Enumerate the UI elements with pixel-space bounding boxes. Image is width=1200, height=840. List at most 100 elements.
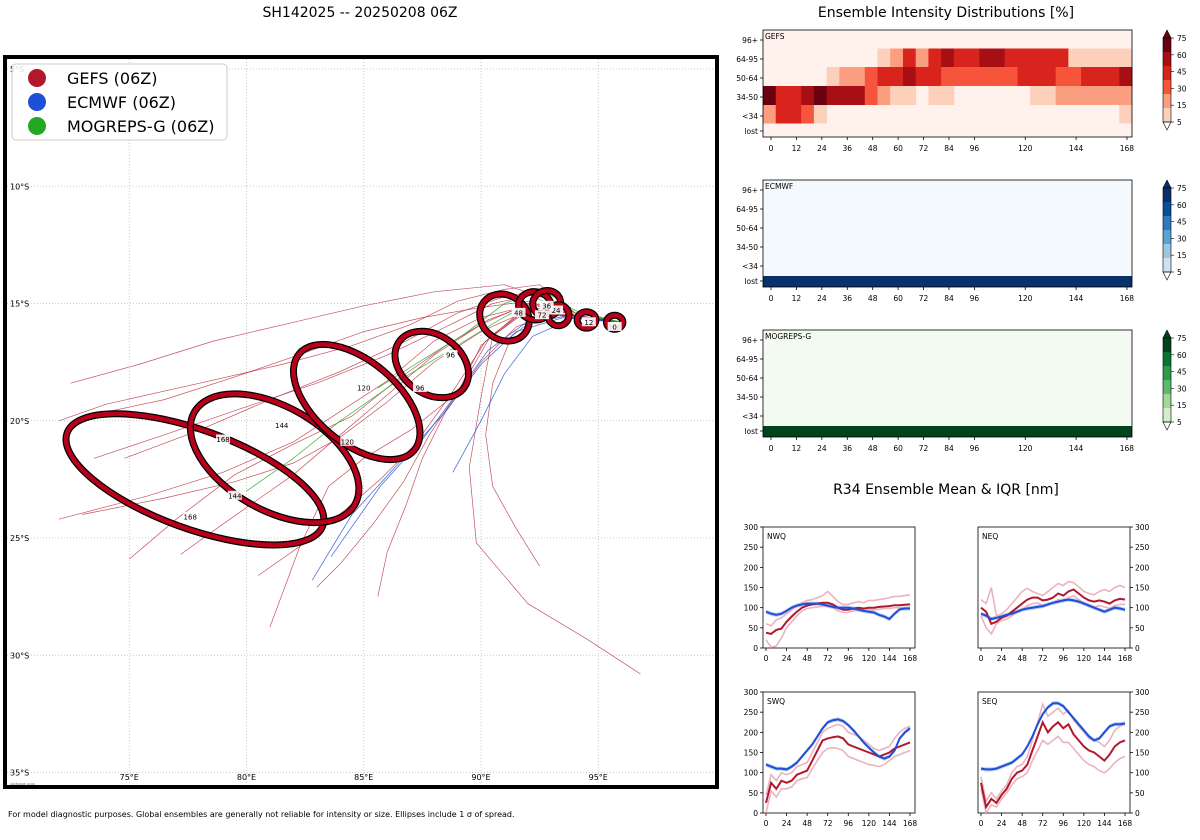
r34-x-label: 24 (997, 819, 1007, 828)
colorbar-tick-label: 5 (1177, 118, 1182, 127)
r34-y-label: 300 (1135, 688, 1150, 697)
heatmap-x-label: 144 (1069, 444, 1084, 453)
map-lat-tick-label: 30°S (10, 651, 29, 660)
colorbar-frame (1162, 187, 1172, 273)
heatmap-lost-row (763, 426, 1132, 437)
gefs-q3-line (765, 723, 911, 796)
heatmap-cell (928, 67, 942, 86)
r34-y-label: 150 (744, 584, 759, 593)
heatmap-cell (1055, 86, 1069, 105)
heatmap-cell (775, 86, 789, 105)
heatmap-cell (902, 48, 917, 68)
r34-panel-label: NEQ (982, 532, 998, 541)
heatmap-cell (1030, 67, 1044, 86)
heatmap-y-label: lost (744, 127, 758, 136)
map-title: SH142025 -- 20250208 06Z (263, 5, 458, 21)
r34-x-label: 72 (1038, 819, 1048, 828)
heatmap-cell (928, 86, 942, 105)
ellipse-label-bg (549, 305, 564, 315)
ellipse-hour-label: 96 (416, 384, 425, 392)
heatmap-cell (992, 48, 1006, 68)
heatmap-cell (941, 48, 955, 68)
r34-x-label: 72 (823, 819, 833, 828)
ecmwf-mean-line (765, 602, 910, 621)
heatmap-x-label: 24 (817, 144, 827, 153)
ellipse-hour-label: 48 (514, 309, 523, 317)
heatmap-x-label: 120 (1018, 294, 1033, 303)
heatmap-y-label: 50-64 (736, 74, 758, 83)
forecast-ellipse (63, 411, 327, 548)
heatmap-cell (1119, 105, 1133, 124)
map-lat-tick-label: 35°S (10, 769, 29, 778)
heatmap-cell (826, 67, 840, 86)
r34-y-label: 150 (1135, 584, 1150, 593)
map-lat-tick-label: 10°S (10, 182, 29, 191)
heatmap-frame (762, 179, 1133, 288)
heatmap-cell (877, 86, 891, 105)
heatmap-y-label: 50-64 (736, 374, 758, 383)
legend-marker-ecmwf (28, 93, 46, 111)
heatmap-cell (1081, 48, 1095, 68)
heatmap-y-label: 64-95 (736, 355, 758, 364)
r34-x-label: 0 (764, 819, 769, 828)
ellipse-label-bg (227, 490, 242, 500)
colorbar-segment (1163, 244, 1171, 259)
r34-y-label: 50 (748, 624, 758, 633)
heatmap-cell (852, 86, 866, 105)
ellipse-hour-label: 96 (446, 352, 455, 360)
ellipse-hour-label: 24 (552, 307, 561, 315)
r34-x-label: 168 (1118, 654, 1133, 663)
r34-y-label: 250 (1135, 543, 1150, 552)
r34-x-label: 0 (979, 654, 984, 663)
ellipse-label-bg (443, 350, 458, 360)
colorbar-tick-label: 45 (1177, 218, 1187, 227)
r34-y-label: 200 (1135, 728, 1150, 737)
heatmap-cell (902, 67, 917, 86)
heatmap-cell (1068, 67, 1082, 86)
ellipse-label-bg (607, 321, 622, 331)
heatmap-cell (1106, 48, 1120, 68)
heatmap-cell (979, 67, 993, 86)
heatmap-x-label: 144 (1069, 144, 1084, 153)
r34-x-label: 144 (882, 819, 897, 828)
r34-y-label: 0 (1135, 644, 1140, 653)
legend-label-ecmwf: ECMWF (06Z) (67, 93, 176, 112)
heatmap-cell (1055, 67, 1069, 86)
gefs-q1-line (765, 746, 911, 814)
r34-title: R34 Ensemble Mean & IQR [nm] (833, 482, 1059, 498)
r34-x-label: 96 (1059, 819, 1069, 828)
map-lat-tick-label: 20°S (10, 417, 29, 426)
r34-x-label: 72 (1038, 654, 1048, 663)
r34-y-label: 300 (744, 523, 759, 532)
heatmap-y-label: 96+ (742, 186, 758, 195)
forecast-ellipse (291, 342, 423, 462)
r34-y-label: 0 (753, 644, 758, 653)
heatmap-cell (966, 67, 980, 86)
colorbar-segment (1163, 94, 1171, 109)
colorbar-segment (1163, 258, 1171, 273)
heatmap-cell (864, 86, 878, 105)
r34-x-label: 24 (782, 819, 792, 828)
ellipse-label-bg (534, 310, 549, 320)
ellipse-hour-label: 12 (584, 319, 593, 327)
heatmap-y-label: <34 (742, 112, 758, 121)
ellipse-hour-label: 120 (341, 438, 354, 446)
heatmap-cell (1119, 67, 1133, 86)
heatmap-cell (1093, 86, 1107, 105)
colorbar-tick-label: 5 (1177, 418, 1182, 427)
colorbar-segment (1163, 38, 1171, 53)
heatmap-x-label: 72 (919, 294, 929, 303)
colorbar-top-arrow (1162, 179, 1172, 189)
ecmwf-iqr-band (766, 601, 910, 621)
colorbar-tick-label: 15 (1177, 251, 1187, 260)
timestamp-stamp: 20250208 14:06 (10, 782, 35, 786)
heatmap-cell (1106, 67, 1120, 86)
intensity-panels: GEFS 96+ 64-95 50-64 34-50 <34 lost 0 12 24 36 48 60… (736, 29, 1187, 453)
heatmap-x-label: 12 (792, 144, 802, 153)
heatmap-cell (1081, 67, 1095, 86)
ellipse-label-bg (356, 382, 371, 392)
heatmap-x-label: 168 (1120, 294, 1135, 303)
r34-panel-label: NWQ (767, 532, 786, 541)
r34-y-label: 100 (744, 604, 759, 613)
